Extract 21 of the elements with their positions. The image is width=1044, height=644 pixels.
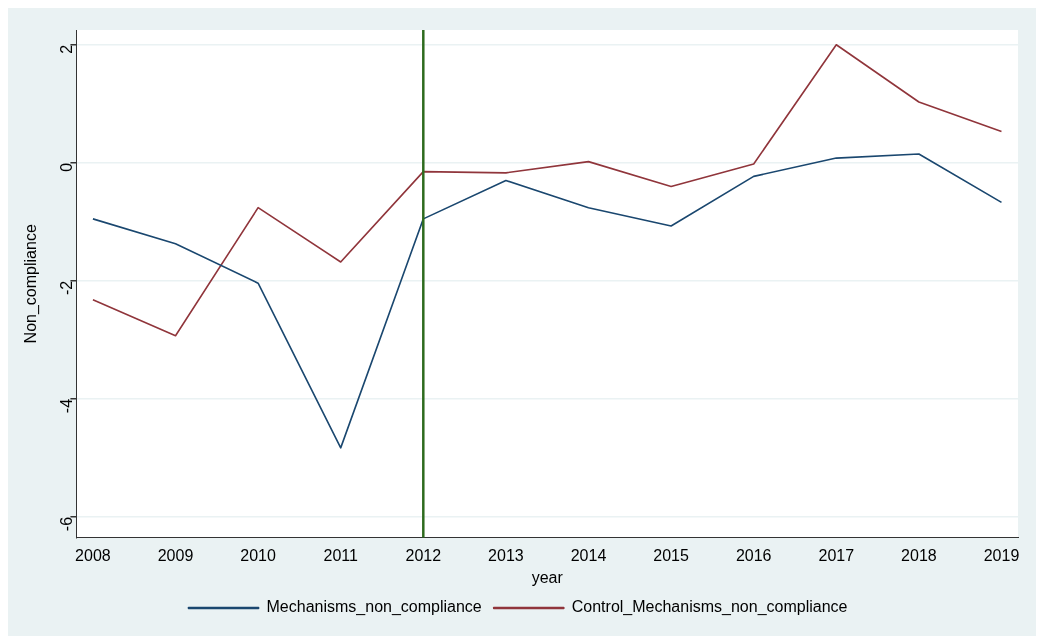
- x-tick-label: 2014: [570, 546, 607, 564]
- x-tick-label: 2012: [405, 546, 442, 564]
- x-tick-label: 2008: [75, 546, 111, 564]
- legend-label: Mechanisms_non_compliance: [266, 598, 482, 617]
- y-tick-label: 0: [57, 162, 75, 172]
- y-axis-title: Non_compliance: [22, 224, 41, 344]
- x-axis-title: year: [531, 568, 564, 586]
- legend-label: Control_Mechanisms_non_compliance: [571, 598, 848, 617]
- x-tick-label: 2017: [818, 546, 855, 564]
- x-tick-label: 2009: [157, 546, 194, 564]
- x-tick-label: 2016: [735, 546, 772, 564]
- x-tick-label: 2019: [983, 546, 1020, 564]
- x-tick-label: 2013: [488, 546, 524, 564]
- y-tick-label: -4: [57, 398, 75, 414]
- x-tick-label: 2011: [323, 546, 359, 564]
- x-tick-label: 2015: [653, 546, 689, 564]
- y-tick-label: -2: [57, 280, 75, 296]
- x-tick-label: 2018: [901, 546, 937, 564]
- y-tick-label: 2: [57, 44, 75, 54]
- y-tick-label: -6: [57, 516, 75, 532]
- x-tick-label: 2010: [240, 546, 277, 564]
